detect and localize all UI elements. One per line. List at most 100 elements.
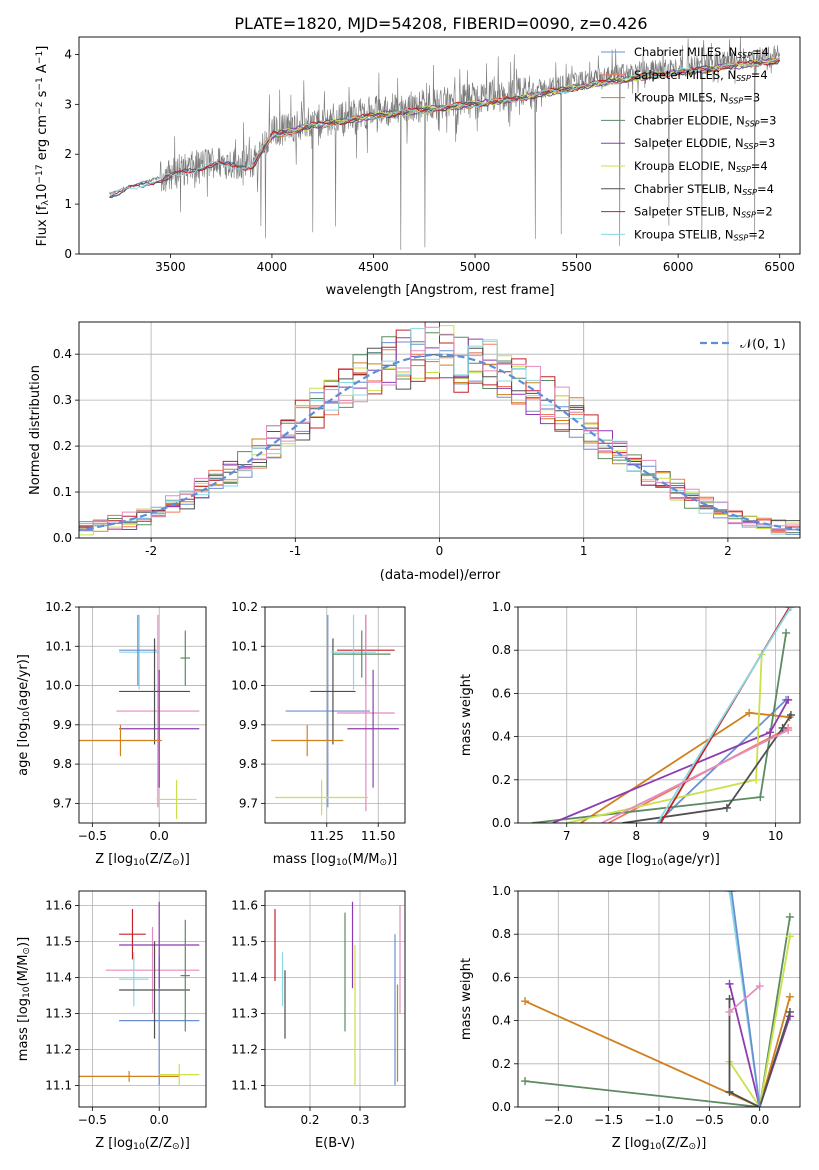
x-axis-label: wavelength [Angstrom, rest frame]: [326, 283, 555, 298]
weight-series-line: [524, 996, 791, 1107]
y-tick-label: 0.6: [492, 970, 511, 984]
normal-pdf-line: [79, 353, 800, 532]
label-part: (Z/Z: [145, 852, 172, 867]
y-tick-label: 3: [64, 97, 72, 111]
label-part: Z [log: [95, 1136, 133, 1151]
weight-series-line: [566, 654, 763, 823]
y-tick-label: 10.1: [231, 639, 258, 653]
legend-label-part: SSP: [742, 188, 757, 197]
y-tick-label: 0.0: [492, 1100, 511, 1114]
x-tick-label: -1: [289, 544, 301, 558]
plot-area: [79, 607, 206, 823]
axes-frame: [78, 606, 207, 824]
x-tick-label: −0.5: [695, 1113, 724, 1127]
weight-marker: [785, 1007, 794, 1016]
y-tick-label: 0.4: [53, 347, 72, 361]
weight-marker: [725, 979, 734, 988]
label-part: −1: [35, 77, 45, 90]
y-tick-label: 2: [64, 147, 72, 161]
legend-label: Kroupa STELIB, NSSP=2: [634, 227, 765, 242]
y-tick-label: 1.0: [492, 884, 511, 898]
x-tick-label: 11.25: [310, 829, 344, 843]
legend-label-part: =3: [760, 113, 777, 127]
label-part: ⊙: [172, 858, 180, 868]
y-tick-label: 4: [64, 47, 72, 61]
x-tick-label: 7: [563, 829, 571, 843]
y-axis-label: Normed distribution: [28, 365, 43, 495]
legend-label-part: SSP: [737, 51, 752, 60]
legend-label: Chabrier ELODIE, NSSP=3: [634, 113, 776, 128]
weight-marker: [785, 992, 794, 1001]
label-part: ⊙: [689, 1142, 697, 1152]
y-tick-label: 11.2: [45, 1042, 72, 1056]
legend-label-part: =3: [758, 136, 775, 150]
x-axis-label: mass [log10(M/M⊙)]: [273, 852, 397, 868]
label-part: (Z/Z: [661, 1136, 688, 1151]
label-part: age [log: [598, 852, 651, 867]
weight-marker: [745, 708, 754, 717]
legend-label-part: SSP: [745, 119, 760, 128]
x-tick-label: 5000: [460, 260, 491, 274]
weight-marker: [785, 932, 794, 941]
x-tick-label: 4500: [358, 260, 389, 274]
x-tick-label: 6000: [663, 260, 694, 274]
legend-label-part: =2: [748, 227, 765, 241]
legend-label: Salpeter ELODIE, NSSP=3: [634, 136, 775, 151]
legend-label-part: =4: [757, 182, 774, 196]
x-tick-label: 2: [724, 544, 732, 558]
label-part: ⊙: [172, 1142, 180, 1152]
weight-series-line: [656, 607, 792, 823]
weight-marker: [725, 1087, 734, 1096]
x-axis-label: Z [log10(Z/Z⊙)]: [612, 1136, 707, 1152]
label-part: (M/M: [16, 955, 31, 987]
label-part: Flux [f: [35, 205, 50, 246]
model-spectrum-line: [109, 56, 780, 197]
label-part: 10: [22, 711, 32, 723]
y-axis-label: age [log10(age/yr)]: [16, 654, 32, 776]
figure-title: PLATE=1820, MJD=54208, FIBERID=0090, z=0…: [234, 14, 647, 33]
y-tick-label: 0: [64, 247, 72, 261]
legend-label-part: SSP: [734, 233, 749, 242]
label-part: (Z/Z: [145, 1136, 172, 1151]
label-part: 10: [133, 858, 145, 868]
y-tick-label: 9.8: [53, 757, 72, 771]
y-tick-label: 11.4: [45, 970, 72, 984]
y-tick-label: 9.9: [239, 718, 258, 732]
weight-marker: [521, 1077, 530, 1086]
weight-marker: [755, 982, 764, 991]
label-part: (M/M: [348, 852, 380, 867]
legend-label-part: =4: [751, 68, 768, 82]
label-part: mass [log: [16, 998, 31, 1061]
label-part: 10: [651, 858, 663, 868]
axes-frame: [517, 890, 801, 1108]
chart-mass_vs_EBV: 0.2 0.3 11.1 11.2 11.3 11.4 11.5 11.6 E(B-V): [231, 890, 406, 1151]
plot-area: [518, 891, 800, 1107]
weight-marker: [786, 711, 795, 719]
axes-frame: [517, 606, 801, 824]
label-part: )]: [16, 937, 31, 947]
x-tick-label: −0.5: [78, 1113, 107, 1127]
chart-age_vs_Z: −0.5 0.09.79.89.910.010.110.2Z [log10(Z/Z…: [16, 600, 207, 868]
label-part: ⊙: [22, 947, 32, 955]
legend-label: Kroupa MILES, NSSP=3: [634, 91, 760, 106]
weight-marker: [766, 728, 775, 737]
label-part: 10: [22, 986, 32, 998]
y-tick-label: 0.1: [53, 485, 72, 499]
legend-label-part: Chabrier MILES, N: [634, 45, 737, 59]
label-part: age [log: [16, 723, 31, 776]
axes-frame: [78, 321, 801, 539]
weight-marker: [778, 723, 787, 732]
y-tick-label: 9.7: [239, 796, 258, 810]
y-tick-label: 0.4: [492, 730, 511, 744]
weight-marker: [782, 628, 791, 637]
axes-frame: [264, 890, 406, 1108]
legend-label-part: SSP: [736, 165, 751, 174]
y-tick-label: 0.8: [492, 643, 511, 657]
x-tick-label: 5500: [561, 260, 592, 274]
label-part: s: [35, 90, 50, 101]
y-tick-label: 1: [64, 197, 72, 211]
y-tick-label: 11.3: [231, 1006, 258, 1020]
